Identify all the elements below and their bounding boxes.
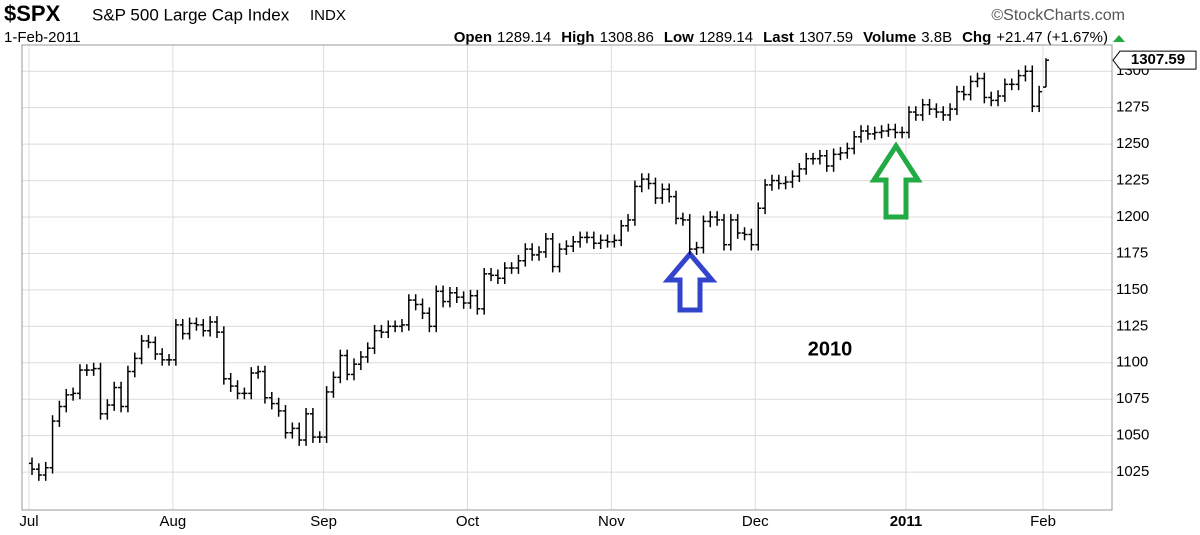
stat-value: 1289.14 [699, 29, 753, 46]
y-tick-label: 1050 [1116, 427, 1149, 444]
exchange: INDX [310, 7, 346, 24]
y-tick-label: 1275 [1116, 99, 1149, 116]
last-price-label: 1307.59 [1131, 51, 1185, 68]
x-tick-label: Nov [598, 513, 625, 530]
y-tick-label: 1075 [1116, 390, 1149, 407]
stat-value: 1289.14 [497, 29, 551, 46]
symbol: $SPX [4, 1, 61, 26]
blue-arrow [662, 250, 718, 313]
stat-label: Low [664, 29, 694, 46]
stat-label: Open [454, 29, 492, 46]
green-arrow [869, 141, 923, 220]
y-tick-label: 1100 [1116, 354, 1148, 371]
x-tick-label: Sep [310, 513, 337, 530]
stat-label: High [561, 29, 594, 46]
y-tick-label: 1200 [1116, 208, 1149, 225]
credit: ©StockCharts.com [991, 7, 1125, 24]
x-tick-label: Jul [19, 513, 38, 530]
y-tick-label: 1025 [1116, 463, 1149, 480]
stat-label: Last [763, 29, 794, 46]
stat-value: 3.8B [921, 29, 952, 46]
y-tick-label: 1125 [1116, 317, 1148, 334]
stat-value: +21.47 (+1.67%) [996, 29, 1108, 46]
y-tick-label: 1150 [1116, 281, 1148, 298]
x-tick-label: Aug [160, 513, 187, 530]
annotation: 2010 [808, 338, 853, 360]
stat-label: Volume [863, 29, 916, 46]
stat-value: 1308.86 [600, 29, 654, 46]
y-tick-label: 1250 [1116, 135, 1149, 152]
last-price-pointer [1112, 50, 1197, 70]
stats: Open 1289.14 High 1308.86 Low 1289.14 Last 1307… [454, 29, 1108, 46]
x-tick-label: 2011 [890, 513, 923, 530]
index-name: S&P 500 Large Cap Index [92, 5, 290, 24]
stat-label: Chg [962, 29, 991, 46]
up-indicator [1113, 35, 1125, 42]
x-tick-label: Oct [456, 513, 480, 530]
y-tick-label: 1175 [1116, 244, 1148, 261]
plot-frame [21, 44, 1113, 511]
y-tick-label: 1225 [1116, 172, 1149, 189]
x-tick-label: Feb [1030, 513, 1056, 530]
x-tick-label: Dec [742, 513, 769, 530]
stat-value: 1307.59 [799, 29, 853, 46]
date: 1-Feb-2011 [4, 29, 80, 46]
